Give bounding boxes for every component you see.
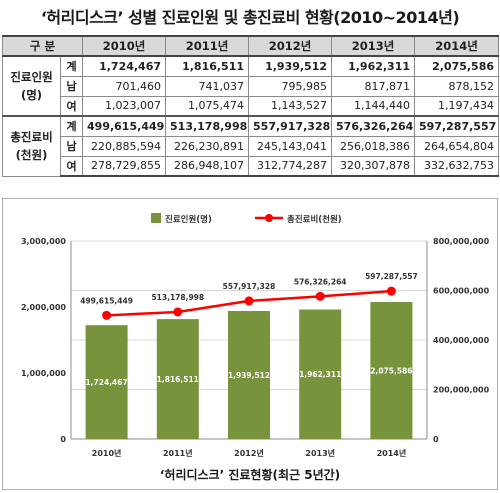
table-row: 남 701,460 741,037 795,985 817,871 878,15…: [3, 75, 500, 97]
header-year: 2011년: [165, 35, 250, 57]
table-cell: 1,023,007: [82, 95, 167, 117]
table-cell: 817,871: [331, 75, 416, 97]
group-label-main: 총진료비: [10, 130, 53, 145]
y-right-tick-label: 400,000,000: [433, 336, 490, 345]
table-cell: 1,962,311: [331, 55, 416, 77]
row-sub-label: 여: [59, 155, 84, 177]
table-cell: 278,729,855: [82, 155, 167, 177]
line-data-label: 576,326,264: [294, 277, 347, 286]
row-group-label: 진료인원 (명): [2, 55, 61, 117]
table-cell: 245,143,041: [248, 135, 333, 157]
y-left-tick-label: 0: [60, 435, 66, 444]
table-cell: 286,948,107: [165, 155, 250, 177]
table-cell: 1,143,527: [248, 95, 333, 117]
table-cell: 878,152: [414, 75, 500, 97]
group-label-main: 진료인원: [10, 70, 53, 84]
bar-data-label: 2,075,586: [370, 367, 412, 376]
row-sub-label: 계: [59, 115, 84, 137]
table-cell: 256,018,386: [331, 135, 416, 157]
header-year: 2010년: [82, 35, 167, 57]
table-cell: 320,307,878: [331, 155, 416, 177]
header-year: 2012년: [248, 35, 333, 57]
line-point: [315, 291, 325, 301]
bar: [370, 302, 413, 439]
bar-data-label: 1,816,511: [157, 375, 199, 384]
bar-data-label: 1,724,467: [85, 378, 127, 387]
legend-swatch-bar: [151, 213, 161, 223]
x-tick-label: 2014년: [377, 448, 407, 458]
y-right-tick-label: 600,000,000: [433, 287, 490, 296]
bar: [228, 310, 270, 439]
row-sub-label: 계: [59, 55, 84, 77]
x-tick-label: 2013년: [305, 448, 335, 458]
table-cell: 1,197,434: [414, 95, 500, 117]
table-cell: 1,075,474: [165, 95, 250, 117]
table-cell: 1,724,467: [82, 55, 167, 77]
header-year: 2014년: [414, 35, 500, 57]
y-left-tick-label: 2,000,000: [21, 303, 66, 312]
x-tick-label: 2012년: [234, 448, 264, 458]
table-cell: 741,037: [165, 75, 250, 97]
legend-label: 총진료비(천원): [287, 214, 342, 225]
table-cell: 220,885,594: [82, 135, 167, 157]
row-sub-label: 여: [59, 95, 84, 117]
x-tick-label: 2011년: [163, 448, 193, 458]
chart-container: 0 1,000,000 2,000,000 3,000,000 0 200,000,000…: [2, 198, 498, 490]
table-cell: 701,460: [82, 75, 167, 97]
line-point: [244, 296, 254, 306]
chart-title: ‘허리디스크’ 진료현황(최근 5년간): [160, 467, 340, 482]
table-cell: 1,816,511: [165, 55, 250, 77]
table-cell: 597,287,557: [414, 115, 500, 137]
table-row: 총진료비 (천원) 계 499,615,449 513,178,998 557,9…: [2, 115, 500, 177]
table-cell: 513,178,998: [165, 115, 250, 137]
page-title: ‘허리디스크’ 성별 진료인원 및 총진료비 현황(2010~2014년): [40, 8, 460, 27]
table-cell: 576,326,264: [331, 115, 416, 137]
table-cell: 557,917,328: [248, 115, 333, 137]
table-cell: 226,230,891: [165, 135, 250, 157]
y-left-tick-label: 3,000,000: [21, 237, 66, 246]
row-sub-label: 남: [59, 135, 84, 157]
bar: [85, 325, 128, 439]
combo-chart: 0 1,000,000 2,000,000 3,000,000 0 200,000,000…: [21, 213, 490, 482]
header-year: 2013년: [331, 35, 416, 57]
table-row: 진료인원 (명) 계 1,724,467 1,816,511 1,939,512 …: [2, 55, 500, 117]
table-cell: 2,075,586: [414, 55, 500, 77]
row-sub-label: 남: [59, 75, 84, 97]
table-cell: 264,654,804: [414, 135, 500, 157]
group-label-unit: (명): [20, 88, 43, 102]
line-data-label: 557,917,328: [223, 282, 276, 291]
line-point: [173, 307, 183, 317]
stats-table: 구 분 2010년 2011년 2012년 2013년 2014년 진료인원 (명…: [1, 35, 500, 177]
header-category: 구 분: [1, 35, 84, 57]
table-cell: 332,632,753: [414, 155, 500, 177]
line-point: [386, 286, 396, 296]
line-data-label: 513,178,998: [151, 293, 204, 302]
table-row: 남 220,885,594 226,230,891 245,143,041 25…: [3, 135, 500, 157]
x-tick-label: 2010년: [92, 448, 122, 458]
y-left-tick-label: 1,000,000: [21, 369, 66, 378]
bar-data-label: 1,939,512: [228, 371, 270, 380]
line-point: [102, 310, 112, 320]
y-right-tick-label: 200,000,000: [433, 386, 490, 395]
y-right-tick-label: 800,000,000: [433, 237, 490, 246]
line-data-label: 499,615,449: [80, 296, 133, 305]
group-label-unit: (천원): [15, 148, 48, 163]
table-cell: 795,985: [248, 75, 333, 97]
table-row: 여 278,729,855 286,948,107 312,774,287 32…: [3, 155, 500, 177]
line-data-label: 597,287,557: [365, 272, 418, 281]
table-cell: 1,144,440: [331, 95, 416, 117]
row-group-label: 총진료비 (천원): [2, 115, 61, 177]
table-cell: 499,615,449: [82, 115, 167, 137]
table-header-row: 구 분 2010년 2011년 2012년 2013년 2014년: [1, 35, 500, 57]
legend-swatch-marker: [265, 214, 273, 222]
legend-label: 진료인원(명): [165, 214, 212, 225]
bar: [156, 319, 199, 439]
bar-data-label: 1,962,311: [299, 370, 341, 379]
table-row: 여 1,023,007 1,075,474 1,143,527 1,144,44…: [3, 95, 500, 117]
table-cell: 1,939,512: [248, 55, 333, 77]
table-cell: 312,774,287: [248, 155, 333, 177]
bar: [299, 309, 342, 439]
y-right-tick-label: 0: [433, 435, 439, 444]
